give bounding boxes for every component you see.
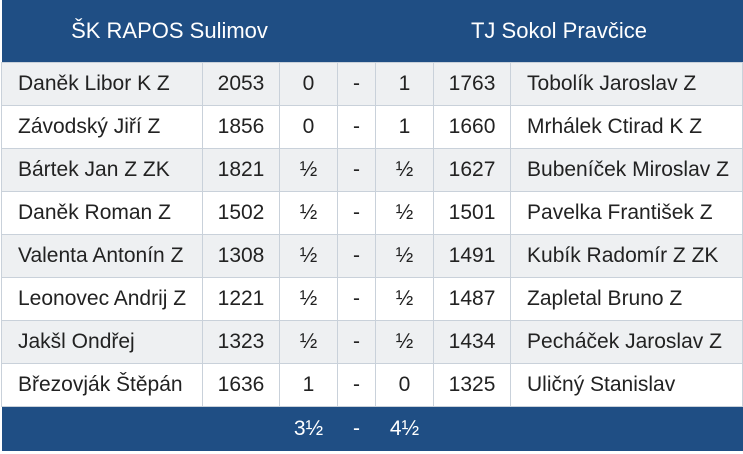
home-player: Valenta Antonín Z: [1, 234, 203, 278]
score-separator: -: [337, 363, 377, 407]
total-separator: -: [337, 406, 376, 451]
away-elo: 1627: [433, 148, 512, 192]
home-player: Bártek Jan Z ZK: [1, 148, 203, 192]
away-score: ½: [375, 277, 435, 321]
score-separator: -: [337, 191, 377, 235]
away-team-name: TJ Sokol Pravčice: [375, 0, 743, 63]
table-row: Jakšl Ondřej 1323 ½ - ½ 1434 Pecháček Ja…: [1, 320, 743, 364]
home-player: Daněk Libor K Z: [1, 62, 203, 106]
home-total: 3½: [279, 406, 338, 451]
home-elo: 1856: [202, 105, 280, 149]
score-separator: -: [337, 277, 377, 321]
table-row: Bártek Jan Z ZK 1821 ½ - ½ 1627 Bubeníče…: [1, 148, 743, 192]
away-score: 1: [375, 62, 435, 106]
table-row: Závodský Jiří Z 1856 0 - 1 1660 Mrhálek …: [1, 105, 743, 149]
home-elo: 1502: [202, 191, 280, 235]
footer-spacer-right: [433, 406, 743, 451]
table-row: Valenta Antonín Z 1308 ½ - ½ 1491 Kubík …: [1, 234, 743, 278]
footer-spacer-left: [1, 406, 280, 451]
home-score: ½: [278, 277, 339, 321]
away-elo: 1491: [433, 234, 512, 278]
away-elo: 1660: [433, 105, 512, 149]
table-row: Březovják Štěpán 1636 1 - 0 1325 Uličný …: [1, 363, 743, 407]
away-score: ½: [375, 320, 435, 364]
score-separator: -: [337, 234, 377, 278]
away-score: ½: [375, 148, 435, 192]
score-separator: -: [337, 62, 377, 106]
home-score: ½: [278, 191, 339, 235]
home-player: Jakšl Ondřej: [1, 320, 203, 364]
home-elo: 1221: [202, 277, 280, 321]
away-player: Mrhálek Ctirad K Z: [510, 105, 743, 149]
away-elo: 1487: [433, 277, 512, 321]
home-player: Březovják Štěpán: [1, 363, 203, 407]
header-spacer: [337, 0, 376, 63]
header-row: ŠK RAPOS Sulimov TJ Sokol Pravčice: [1, 0, 743, 63]
home-score: 1: [278, 363, 339, 407]
away-player: Zapletal Bruno Z: [510, 277, 743, 321]
away-player: Kubík Radomír Z ZK: [510, 234, 743, 278]
table-row: Daněk Libor K Z 2053 0 - 1 1763 Tobolík …: [1, 62, 743, 106]
away-score: 0: [375, 363, 435, 407]
away-player: Tobolík Jaroslav Z: [510, 62, 743, 106]
away-elo: 1763: [433, 62, 512, 106]
home-elo: 1308: [202, 234, 280, 278]
home-player: Leonovec Andrij Z: [1, 277, 203, 321]
away-elo: 1325: [433, 363, 512, 407]
table-row: Daněk Roman Z 1502 ½ - ½ 1501 Pavelka Fr…: [1, 191, 743, 235]
score-separator: -: [337, 320, 377, 364]
away-total: 4½: [375, 406, 434, 451]
home-player: Daněk Roman Z: [1, 191, 203, 235]
away-score: ½: [375, 191, 435, 235]
home-score: ½: [278, 234, 339, 278]
away-player: Pavelka František Z: [510, 191, 743, 235]
away-score: 1: [375, 105, 435, 149]
home-elo: 1821: [202, 148, 280, 192]
table-row: Leonovec Andrij Z 1221 ½ - ½ 1487 Zaplet…: [1, 277, 743, 321]
home-team-name: ŠK RAPOS Sulimov: [1, 0, 338, 63]
home-elo: 1636: [202, 363, 280, 407]
home-score: 0: [278, 62, 339, 106]
home-elo: 2053: [202, 62, 280, 106]
total-row: 3½ - 4½: [1, 406, 743, 451]
away-player: Uličný Stanislav: [510, 363, 743, 407]
home-score: 0: [278, 105, 339, 149]
away-player: Bubeníček Miroslav Z: [510, 148, 743, 192]
score-separator: -: [337, 105, 377, 149]
away-elo: 1434: [433, 320, 512, 364]
home-score: ½: [278, 320, 339, 364]
score-separator: -: [337, 148, 377, 192]
home-score: ½: [278, 148, 339, 192]
away-score: ½: [375, 234, 435, 278]
home-player: Závodský Jiří Z: [1, 105, 203, 149]
home-elo: 1323: [202, 320, 280, 364]
away-elo: 1501: [433, 191, 512, 235]
away-player: Pecháček Jaroslav Z: [510, 320, 743, 364]
